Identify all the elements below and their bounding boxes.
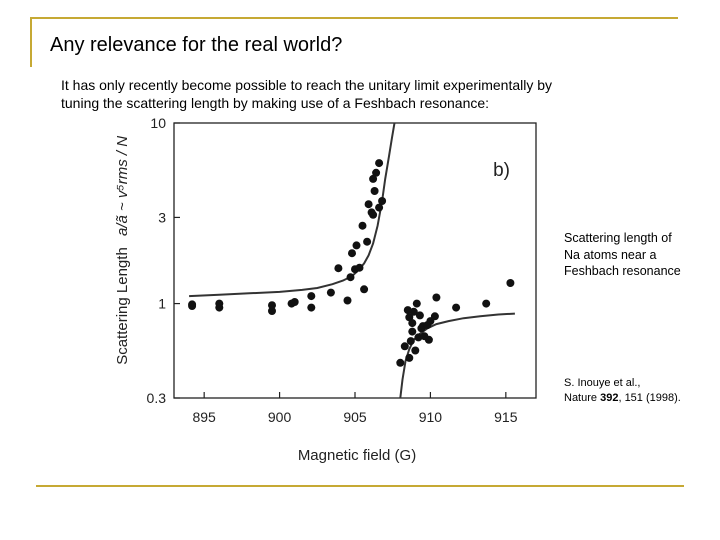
side-note-line-3: Feshbach resonance [564,264,681,278]
data-point [403,306,412,315]
data-point [409,307,418,316]
data-points [188,159,515,367]
data-point [268,301,276,310]
data-point [408,327,417,336]
citation-journal: Nature [564,392,598,404]
y-tick-label: 1 [158,296,166,312]
data-point [307,292,316,301]
side-note-line-1: Scattering length of [564,231,672,245]
data-point [400,342,409,351]
data-point [405,353,414,362]
x-tick-label: 915 [494,409,518,425]
data-point [334,264,343,273]
x-tick-label: 910 [419,409,443,425]
data-point [358,221,367,230]
data-point [348,249,356,258]
citation-volume: 392 [600,392,619,404]
data-point [326,288,335,297]
data-point [307,303,316,312]
slide-body-text: It has only recently become possible to … [61,76,661,112]
data-point [414,333,423,342]
data-point [364,200,373,209]
data-point [346,273,355,282]
data-point [343,296,352,305]
data-point [363,237,372,246]
body-line-2: tuning the scattering length by making u… [61,95,490,111]
panel-label: b) [493,160,510,181]
data-point [432,293,441,302]
data-point [375,203,384,212]
x-axis-ticks: 895 900 905 910 915 [192,392,518,425]
data-point [415,311,424,320]
body-line-1: It has only recently become possible to … [61,77,553,93]
data-point [411,346,420,355]
left-accent-rule [30,17,32,67]
side-note-line-2: Na atoms near a [564,247,657,262]
slide-title: Any relevance for the real world? [50,34,343,56]
data-point [188,300,197,309]
y-tick-label: 0.3 [147,390,167,406]
data-point [378,197,387,205]
data-point [430,312,439,321]
data-point [355,263,364,272]
y-tick-label: 3 [158,209,166,225]
bottom-accent-rule [36,485,684,487]
x-tick-label: 900 [268,409,292,425]
scattering-length-chart: 895 900 905 910 915 0.3 1 3 10 b) Magnetic fiel… [114,118,537,464]
y-axis-title: Scattering Length [114,247,131,365]
x-tick-label: 905 [343,409,367,425]
data-point [406,337,415,346]
top-accent-rule [30,17,678,19]
x-tick-label: 895 [192,409,216,425]
data-point [215,299,224,308]
data-point [506,279,515,287]
data-point [405,313,414,322]
x-axis-title: Magnetic field (G) [298,447,416,464]
data-point [369,174,378,183]
fit-curves [189,122,515,399]
citation-reference: Nature 392, 151 (1998). [564,391,714,406]
data-point [352,241,361,250]
y-axis-formula: a/ã ~ v⁵rms / N [114,136,131,236]
figure-citation: S. Inouye et al., Nature 392, 151 (1998)… [564,376,714,406]
fit-curve [189,122,396,298]
data-point [369,210,378,219]
data-point [290,298,299,306]
data-point [375,159,384,168]
citation-authors: S. Inouye et al., [564,377,641,389]
citation-pages-year: , 151 (1998). [618,392,681,404]
data-point [396,358,405,367]
plot-frame [173,122,537,399]
figure-side-note: Scattering length of Na atoms near a Fes… [564,230,714,280]
y-axis-ticks: 0.3 1 3 10 [147,118,180,406]
data-point [268,307,276,315]
data-point [360,285,369,294]
data-point [420,332,429,341]
y-tick-label: 10 [150,118,166,131]
data-point [412,299,421,308]
data-point [372,168,381,177]
data-point [370,187,379,195]
fit-curve [399,312,515,399]
data-point [482,299,491,308]
data-point [452,303,461,312]
